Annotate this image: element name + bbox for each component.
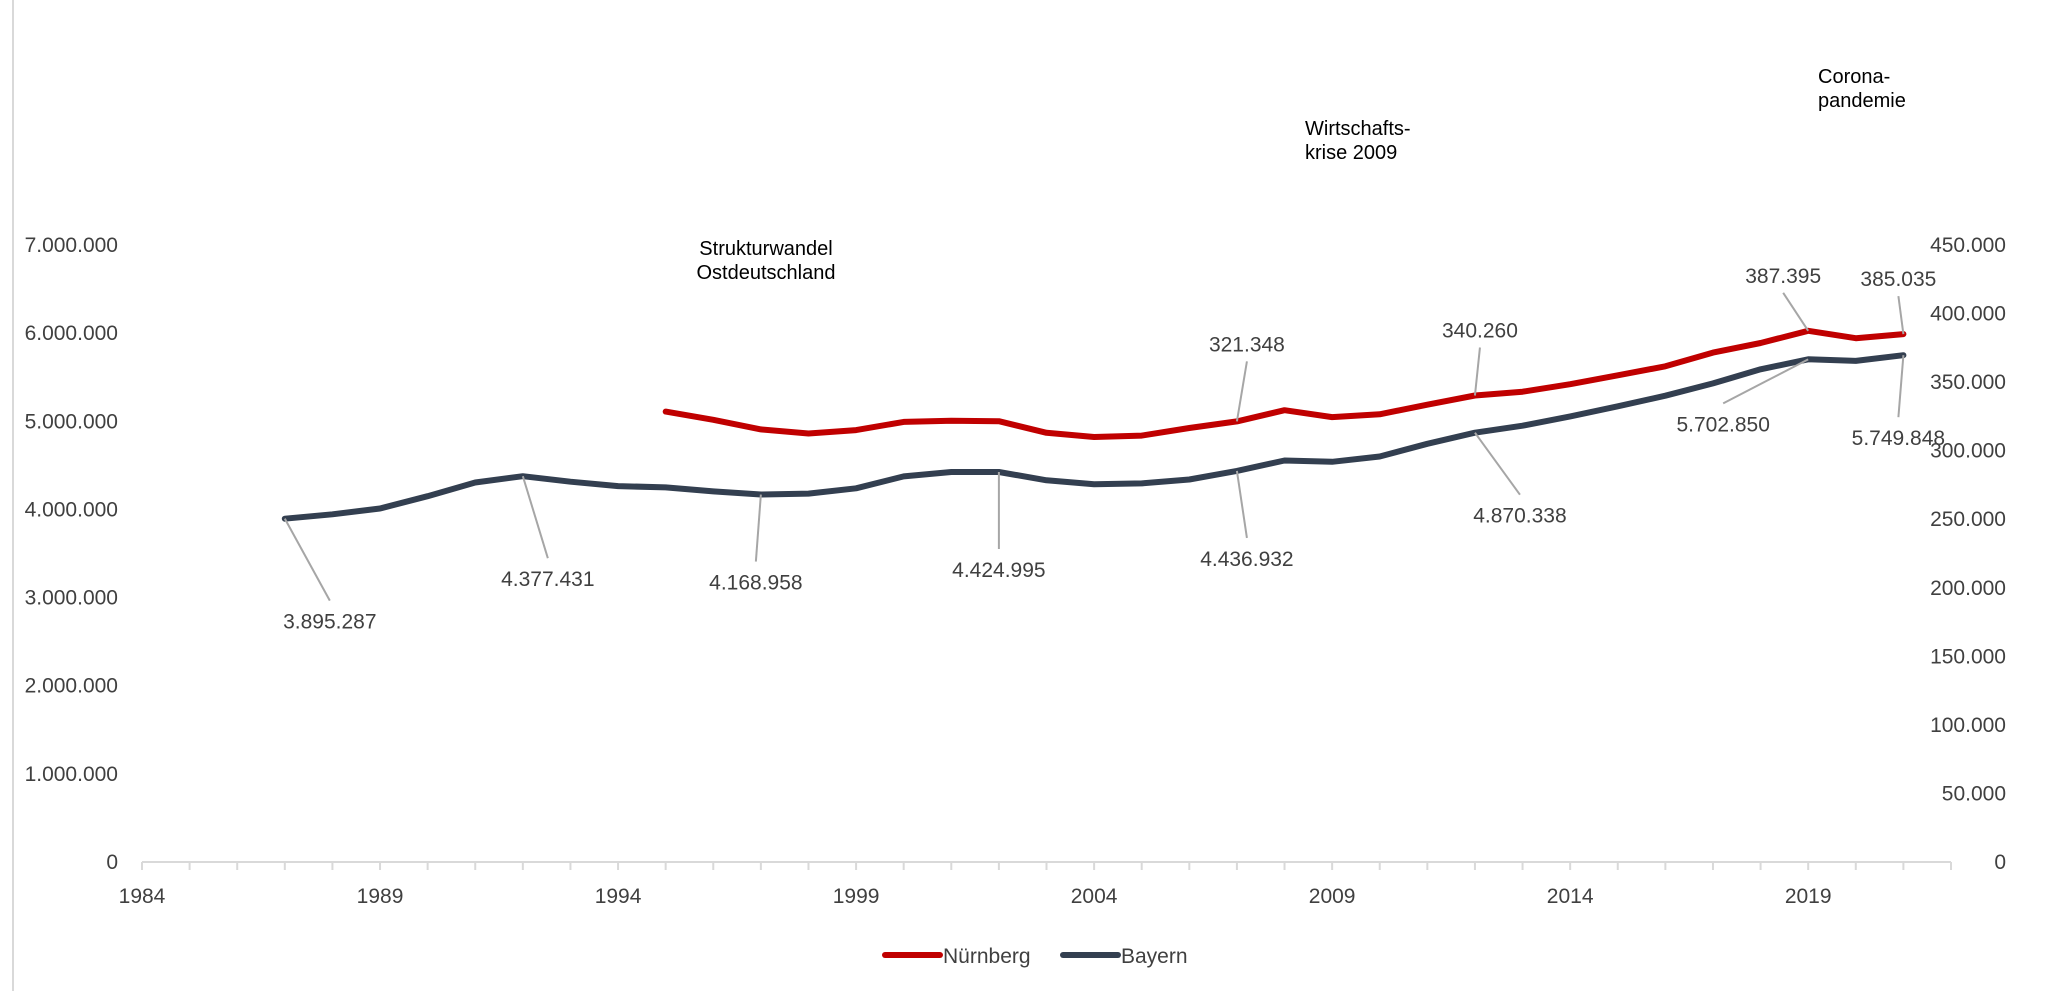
data-label-leader [1722, 358, 1809, 405]
data-label: 340.260 [1442, 319, 1518, 342]
x-tick-label: 1999 [833, 885, 880, 908]
y-right-tick-label: 250.000 [1930, 508, 2006, 531]
left-border-line [12, 0, 14, 991]
series-line-bayern [281, 352, 1907, 522]
x-tick-label: 1984 [119, 885, 166, 908]
event-annotation-line: Corona- [1818, 66, 1890, 88]
x-tick-label: 2014 [1547, 885, 1594, 908]
y-right-tick-label: 50.000 [1942, 782, 2006, 805]
event-annotation-line: Wirtschafts- [1305, 118, 1411, 140]
y-left-tick-label: 1.000.000 [25, 763, 118, 786]
data-label: 4.870.338 [1473, 505, 1566, 528]
event-annotation: Strukturwandel Ostdeutschland [697, 238, 836, 284]
y-left-tick-label: 6.000.000 [25, 322, 118, 345]
data-label: 5.702.850 [1676, 413, 1769, 436]
y-right-tick-label: 300.000 [1930, 440, 2006, 463]
y-left-tick-label: 7.000.000 [25, 234, 118, 257]
series-line-nürnberg [662, 327, 1907, 440]
y-right-tick-label: 0 [1994, 851, 2006, 874]
legend-label-bayern: Bayern [1121, 945, 1188, 968]
data-label-leader [1474, 432, 1521, 496]
data-label-leader [1235, 361, 1248, 422]
data-label: 385.035 [1860, 268, 1936, 291]
event-annotation-line: Strukturwandel [699, 238, 832, 260]
data-label: 387.395 [1745, 265, 1821, 288]
x-tick-label: 1989 [357, 885, 404, 908]
y-right-tick-label: 150.000 [1930, 645, 2006, 668]
y-right-tick-label: 400.000 [1930, 303, 2006, 326]
x-tick-label: 2019 [1785, 885, 1832, 908]
event-annotation-line: Ostdeutschland [697, 262, 836, 284]
y-left-tick-label: 4.000.000 [25, 498, 118, 521]
data-label-leader [754, 494, 762, 562]
data-label-leader [1782, 292, 1810, 332]
y-left-tick-label: 0 [106, 851, 118, 874]
x-tick-label: 1994 [595, 885, 642, 908]
data-label-leader [521, 475, 549, 559]
data-label: 321.348 [1209, 333, 1285, 356]
y-left-tick-label: 2.000.000 [25, 675, 118, 698]
legend-label-nürnberg: Nürnberg [943, 945, 1031, 968]
data-label-leader [1235, 470, 1248, 539]
x-tick-label: 2009 [1309, 885, 1356, 908]
y-right-tick-label: 350.000 [1930, 371, 2006, 394]
y-left-tick-label: 3.000.000 [25, 587, 118, 610]
data-label: 4.377.431 [501, 568, 594, 591]
event-annotation: Wirtschafts-krise 2009 [1305, 118, 1411, 164]
data-label: 4.168.958 [709, 572, 802, 595]
y-left-tick-label: 5.000.000 [25, 410, 118, 433]
y-right-tick-label: 450.000 [1930, 234, 2006, 257]
event-annotation-line: pandemie [1818, 90, 1906, 112]
x-tick-label: 2004 [1071, 885, 1118, 908]
data-label: 4.436.932 [1200, 548, 1293, 571]
event-annotation: Corona-pandemie [1818, 66, 1906, 112]
data-label-leader [1897, 355, 1905, 418]
data-label-leader [1897, 295, 1905, 335]
y-right-tick-label: 100.000 [1930, 714, 2006, 737]
data-label: 4.424.995 [952, 559, 1045, 582]
y-right-tick-label: 200.000 [1930, 577, 2006, 600]
data-label: 5.749.848 [1852, 427, 1945, 450]
event-annotation-line: krise 2009 [1305, 142, 1397, 164]
data-label-leader [1473, 347, 1481, 396]
data-label: 3.895.287 [283, 611, 376, 634]
data-label-leader [283, 518, 331, 602]
